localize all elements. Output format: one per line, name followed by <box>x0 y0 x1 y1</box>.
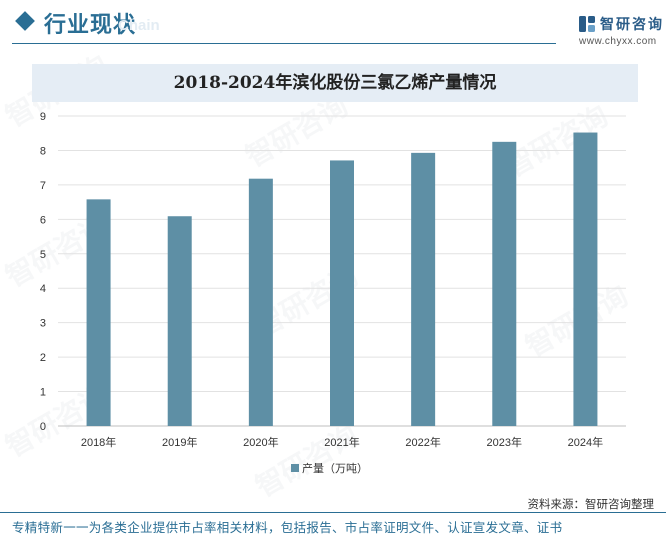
bar <box>573 132 598 427</box>
bar <box>248 178 273 426</box>
section-subtitle: Chain <box>118 17 160 34</box>
x-tick-label: 2023年 <box>487 435 522 449</box>
header: 行业现状 Chain 智研咨询 www.chyxx.com <box>0 0 666 52</box>
bar <box>492 141 517 427</box>
y-tick-label: 8 <box>40 145 46 157</box>
x-tick-label: 2019年 <box>162 435 197 449</box>
legend-label: 产量（万吨） <box>302 461 368 475</box>
x-tick-label: 2020年 <box>243 435 278 449</box>
y-tick-label: 3 <box>40 318 46 330</box>
y-tick-label: 0 <box>40 421 46 433</box>
y-tick-label: 7 <box>40 180 46 192</box>
y-tick-label: 6 <box>40 214 46 226</box>
bar-chart: 0 1 2 3 4 5 6 7 8 9 2018年 2019年 2020年 2021年 2022年 2023… <box>40 111 626 475</box>
legend: 产量（万吨） <box>291 461 368 475</box>
x-tick-label: 2022年 <box>405 435 440 449</box>
x-tick-label: 2024年 <box>568 435 603 449</box>
bar <box>167 216 192 426</box>
y-tick-label: 9 <box>40 111 46 123</box>
x-axis-ticks: 2018年 2019年 2020年 2021年 2022年 2023年 2024年 <box>81 435 603 449</box>
y-axis-ticks: 0 1 2 3 4 5 6 7 8 9 <box>40 111 46 433</box>
section-title: 行业现状 <box>44 12 137 37</box>
logo-url: www.chyxx.com <box>579 36 657 47</box>
logo-icon <box>579 16 595 32</box>
chart-title: 2018-2024年滨化股份三氯乙烯产量情况 <box>173 73 497 93</box>
y-tick-label: 4 <box>40 283 46 295</box>
y-tick-label: 1 <box>40 387 46 399</box>
header-divider <box>12 43 556 44</box>
bar <box>411 152 436 426</box>
source-note: 资料来源：智研咨询整理 <box>527 499 655 511</box>
bars <box>86 132 598 427</box>
x-tick-label: 2021年 <box>324 435 359 449</box>
footer-tagline: 专精特新一一为各类企业提供市占率相关材料，包括报告、市占率证明文件、认证宣发文章… <box>12 521 563 535</box>
bar <box>86 199 111 426</box>
x-tick-label: 2018年 <box>81 435 116 449</box>
bar <box>330 160 354 426</box>
y-tick-label: 2 <box>40 352 46 364</box>
footer-divider <box>0 512 666 513</box>
legend-swatch <box>291 464 299 472</box>
chart-title-bar: 2018-2024年滨化股份三氯乙烯产量情况 <box>32 64 638 102</box>
y-tick-label: 5 <box>40 249 46 261</box>
logo-name: 智研咨询 <box>600 16 664 32</box>
